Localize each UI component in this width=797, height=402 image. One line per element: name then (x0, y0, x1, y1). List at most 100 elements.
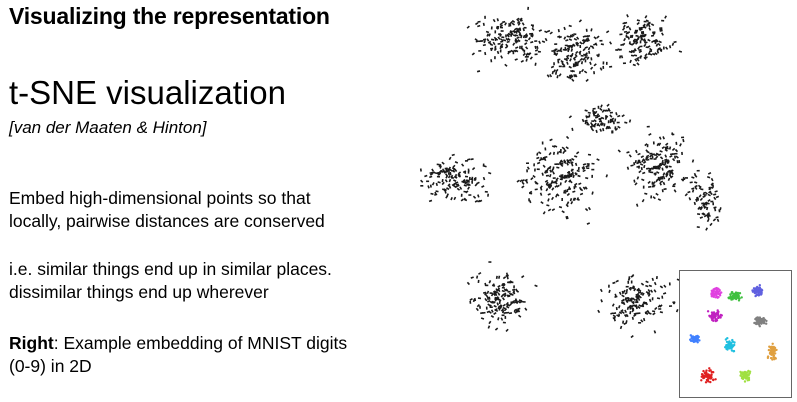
scatter-point (628, 27, 632, 31)
scatter-point (426, 180, 430, 183)
scatter-point (705, 206, 709, 211)
scatter-point (461, 180, 465, 184)
scatter-point (640, 282, 645, 286)
scatter-point (474, 183, 478, 187)
scatter-point (517, 28, 522, 31)
scatter-point (632, 63, 637, 67)
scatter-point (647, 38, 651, 42)
scatter-point (523, 26, 527, 29)
scatter-point (715, 216, 719, 219)
scatter-point (464, 175, 469, 178)
scatter-point (569, 175, 573, 178)
scatter-point (490, 26, 493, 30)
scatter-point (503, 311, 507, 314)
scatter-point (538, 29, 542, 32)
scatter-point (492, 18, 496, 23)
scatter-point (659, 304, 663, 308)
scatter-point (518, 31, 522, 35)
scatter-point (658, 153, 662, 157)
inset-point (695, 340, 699, 343)
scatter-point (657, 304, 661, 308)
scatter-point (540, 157, 543, 161)
scatter-point (625, 313, 629, 318)
scatter-point (646, 144, 649, 148)
scatter-point (651, 297, 654, 301)
scatter-point (574, 155, 578, 158)
scatter-point (490, 38, 495, 41)
scatter-point (696, 169, 700, 172)
inset-point (706, 379, 709, 382)
inset-point (773, 347, 776, 350)
scatter-point (618, 291, 622, 295)
scatter-point (463, 184, 467, 187)
scatter-point (649, 152, 653, 155)
scatter-point (585, 177, 589, 180)
scatter-point (631, 274, 635, 278)
scatter-point (632, 304, 636, 307)
scatter-point (629, 310, 632, 315)
scatter-point (597, 105, 600, 109)
scatter-point (693, 172, 697, 177)
scatter-point (608, 284, 610, 288)
scatter-point (623, 322, 627, 325)
scatter-point (689, 181, 693, 184)
scatter-point (640, 34, 644, 38)
scatter-point (545, 169, 549, 174)
scatter-point (586, 123, 590, 126)
scatter-point (494, 56, 496, 60)
inset-point (705, 374, 709, 377)
scatter-point (654, 306, 658, 311)
scatter-point (534, 284, 538, 288)
paragraph-right: Right: Example embedding of MNIST digits… (9, 332, 429, 378)
scatter-point (480, 312, 484, 315)
scatter-point (582, 57, 586, 61)
inset-point (712, 378, 715, 381)
scatter-point (483, 39, 486, 44)
scatter-point (659, 285, 664, 289)
scatter-point (649, 154, 653, 158)
scatter-point (488, 310, 492, 314)
inset-point (714, 318, 717, 322)
scatter-point (645, 154, 650, 158)
scatter-point (468, 194, 472, 196)
scatter-point (649, 47, 653, 51)
scatter-point (584, 55, 588, 59)
scatter-point (636, 176, 640, 180)
scatter-point (556, 166, 560, 169)
scatter-point (435, 182, 438, 187)
inset-point (712, 316, 716, 319)
scatter-point (472, 195, 477, 199)
scatter-point (636, 56, 640, 60)
scatter-point (642, 185, 645, 189)
scatter-point (586, 56, 590, 60)
scatter-point (701, 202, 705, 205)
slide-subtitle: t-SNE visualization (9, 74, 286, 111)
inset-point (727, 297, 731, 300)
scatter-point (500, 317, 504, 321)
scatter-point (657, 47, 661, 51)
scatter-point (496, 50, 500, 55)
scatter-point (488, 42, 492, 46)
scatter-point (612, 314, 617, 318)
scatter-point (660, 27, 663, 31)
scatter-point (448, 185, 452, 189)
scatter-point (704, 191, 708, 195)
scatter-point (568, 179, 572, 183)
scatter-point (614, 295, 618, 298)
scatter-point (654, 39, 658, 43)
scatter-point (629, 43, 634, 46)
scatter-point (497, 42, 501, 45)
scatter-point (701, 212, 705, 216)
scatter-point (623, 30, 628, 33)
scatter-point (518, 314, 522, 318)
scatter-point (651, 31, 655, 36)
scatter-point (603, 109, 607, 112)
scatter-point (555, 177, 559, 181)
scatter-point (664, 148, 668, 152)
scatter-point (563, 161, 567, 165)
inset-point (703, 371, 706, 375)
inset-point (747, 374, 750, 377)
inset-point (718, 294, 722, 297)
inset-point (765, 322, 768, 325)
scatter-point (591, 124, 594, 128)
